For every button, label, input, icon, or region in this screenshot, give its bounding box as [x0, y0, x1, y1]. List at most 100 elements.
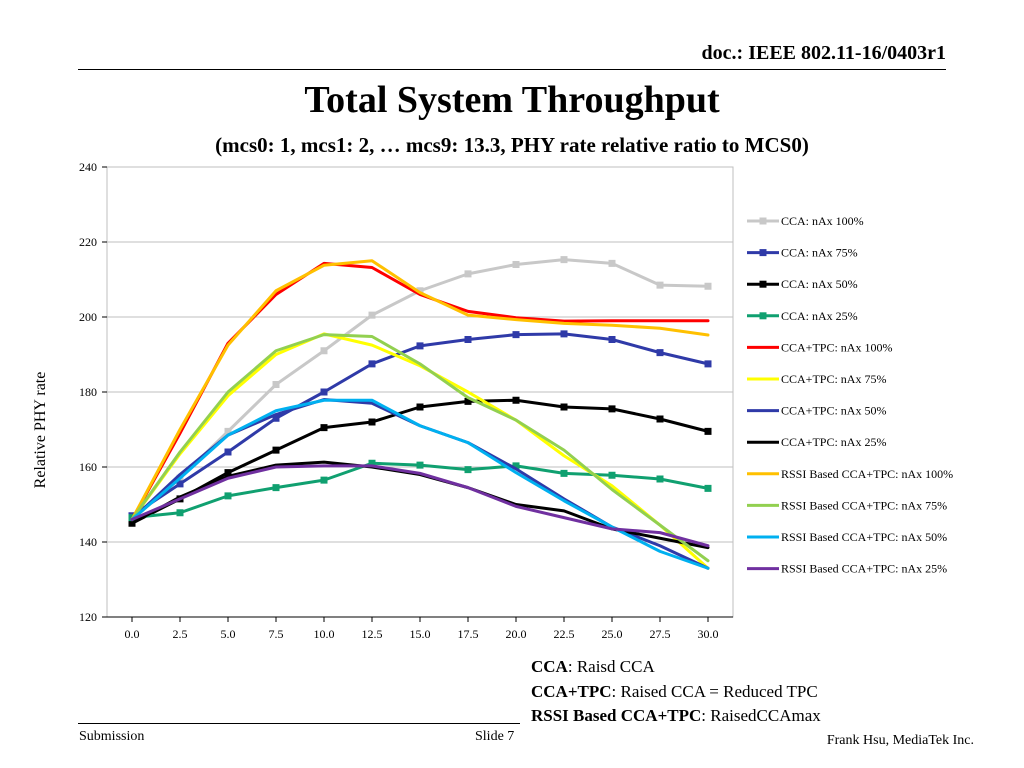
- y-tick-label: 220: [79, 235, 97, 249]
- data-point-marker: [272, 446, 280, 454]
- data-point-marker: [320, 476, 328, 484]
- footer-submission: Submission: [79, 729, 145, 744]
- legend-entry: CCA: nAx 75%: [781, 246, 858, 260]
- x-tick-label: 17.5: [458, 627, 479, 641]
- data-point-marker: [416, 342, 424, 350]
- series-line-9: [130, 259, 710, 521]
- data-point-marker: [704, 484, 712, 492]
- data-point-marker: [224, 469, 232, 477]
- data-point-marker: [368, 459, 376, 467]
- doc-id: doc.: IEEE 802.11-16/0403r1: [701, 42, 946, 64]
- legend-notes: CCA: Raisd CCA CCA+TPC: Raised CCA = Red…: [531, 655, 821, 729]
- data-point-marker: [416, 403, 424, 411]
- data-point-marker: [560, 469, 568, 477]
- y-tick-label: 200: [79, 310, 97, 324]
- data-point-marker: [272, 414, 280, 422]
- data-point-marker: [464, 466, 472, 474]
- series-line-11: [130, 398, 710, 570]
- series-line-12: [130, 464, 710, 548]
- data-point-marker: [464, 336, 472, 343]
- legend-entry: RSSI Based CCA+TPC: nAx 75%: [781, 498, 947, 512]
- x-tick-label: 27.5: [650, 627, 671, 641]
- data-point-marker: [416, 287, 424, 295]
- legend-entry: CCA+TPC: nAx 25%: [781, 435, 886, 449]
- y-tick-label: 140: [79, 535, 97, 549]
- series-line-6: [130, 332, 710, 570]
- legend-marker: [759, 312, 767, 320]
- data-point-marker: [176, 480, 184, 488]
- data-point-marker: [608, 405, 616, 413]
- footer-author: Frank Hsu, MediaTek Inc.: [826, 733, 974, 748]
- footer-slide-number: Slide 7: [475, 729, 515, 744]
- data-point-marker: [368, 418, 376, 426]
- data-point-marker: [368, 311, 376, 319]
- data-point-marker: [224, 427, 232, 435]
- x-tick-label: 2.5: [173, 627, 188, 641]
- data-point-marker: [320, 347, 328, 355]
- data-point-marker: [560, 256, 568, 264]
- note-rssi: RSSI Based CCA+TPC: RaisedCCAmax: [531, 706, 821, 725]
- data-point-marker: [656, 415, 664, 423]
- data-point-marker: [224, 492, 232, 500]
- x-tick-label: 20.0: [506, 627, 527, 641]
- data-point-marker: [224, 448, 232, 456]
- data-point-marker: [560, 403, 568, 411]
- note-cca: CCA: Raisd CCA: [531, 657, 655, 676]
- data-point-marker: [704, 427, 712, 435]
- series-line-10: [130, 333, 710, 563]
- data-point-marker: [656, 475, 664, 483]
- x-tick-label: 0.0: [125, 627, 140, 641]
- data-point-marker: [464, 397, 472, 405]
- data-point-marker: [512, 462, 520, 470]
- data-point-marker: [320, 424, 328, 432]
- data-point-marker: [368, 360, 376, 368]
- page-subtitle: (mcs0: 1, mcs1: 2, … mcs9: 13.3, PHY rat…: [215, 133, 809, 157]
- y-tick-label: 160: [79, 460, 97, 474]
- x-tick-label: 25.0: [602, 627, 623, 641]
- legend-marker: [759, 280, 767, 288]
- data-point-marker: [560, 330, 568, 338]
- data-point-marker: [656, 281, 664, 289]
- x-tick-label: 5.0: [221, 627, 236, 641]
- data-point-marker: [176, 509, 184, 517]
- data-point-marker: [512, 331, 520, 339]
- legend-entry: CCA: nAx 25%: [781, 309, 858, 323]
- page-title: Total System Throughput: [304, 79, 720, 121]
- data-point-marker: [416, 461, 424, 469]
- legend-entry: RSSI Based CCA+TPC: nAx 25%: [781, 562, 947, 576]
- header-rule: [78, 69, 946, 70]
- x-tick-label: 22.5: [554, 627, 575, 641]
- legend-marker: [759, 217, 767, 225]
- legend-entry: CCA: nAx 100%: [781, 214, 864, 228]
- y-tick-label: 240: [79, 160, 97, 174]
- data-point-marker: [704, 360, 712, 368]
- y-tick-label: 180: [79, 385, 97, 399]
- data-point-marker: [272, 381, 280, 388]
- x-tick-label: 30.0: [698, 627, 719, 641]
- x-tick-label: 12.5: [362, 627, 383, 641]
- legend-marker: [759, 249, 767, 257]
- data-point-marker: [512, 261, 520, 268]
- data-point-marker: [512, 396, 520, 404]
- legend-entry: CCA+TPC: nAx 100%: [781, 340, 892, 354]
- y-tick-label: 120: [79, 610, 97, 624]
- footer-rule: [78, 723, 520, 724]
- data-point-marker: [608, 336, 616, 343]
- legend-entry: CCA+TPC: nAx 75%: [781, 372, 886, 386]
- legend-entry: RSSI Based CCA+TPC: nAx 50%: [781, 530, 947, 544]
- data-point-marker: [320, 388, 328, 396]
- legend-entry: CCA+TPC: nAx 50%: [781, 404, 886, 418]
- x-tick-label: 15.0: [410, 627, 431, 641]
- data-point-marker: [272, 484, 280, 492]
- data-point-marker: [464, 270, 472, 278]
- legend-entry: CCA: nAx 50%: [781, 277, 858, 291]
- series-line-4: [130, 461, 710, 520]
- data-point-marker: [704, 282, 712, 290]
- data-point-marker: [656, 349, 664, 357]
- x-tick-label: 7.5: [269, 627, 284, 641]
- data-point-marker: [608, 259, 616, 267]
- data-point-marker: [608, 471, 616, 479]
- legend-entry: RSSI Based CCA+TPC: nAx 100%: [781, 467, 953, 481]
- x-tick-label: 10.0: [314, 627, 335, 641]
